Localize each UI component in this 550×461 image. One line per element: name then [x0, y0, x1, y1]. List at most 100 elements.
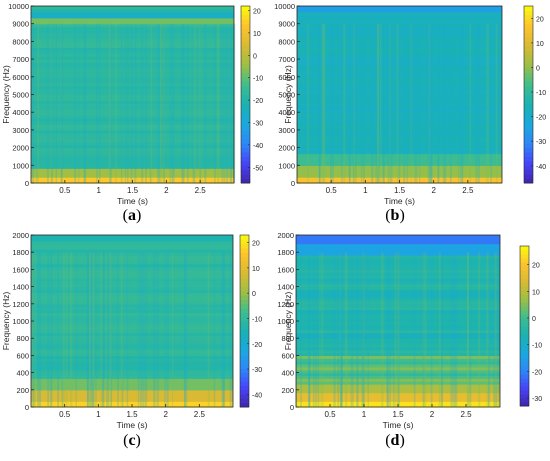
spectrogram-band [31, 389, 233, 394]
spectrogram-streak [469, 252, 472, 407]
spectrogram-streak [199, 23, 201, 184]
spectrogram-band [297, 79, 502, 84]
spectrogram-streak [51, 23, 54, 184]
spectrogram-streak [159, 23, 162, 184]
spectrogram-streak [387, 23, 390, 184]
colorbar-segment [524, 67, 533, 73]
spectrogram-streak [410, 23, 412, 184]
spectrogram-band [31, 38, 234, 42]
colorbar-frame [239, 234, 250, 408]
colorbar-segment [520, 358, 529, 363]
spectrogram-streak [349, 23, 351, 184]
spectrogram-band [297, 41, 502, 45]
spectrogram-band [31, 372, 233, 377]
colorbar-tick-label: 20 [252, 241, 260, 248]
colorbar-segment [240, 394, 249, 399]
colorbar-segment [524, 138, 533, 144]
spectrogram-streak [222, 23, 224, 184]
spectrogram-streak [330, 23, 332, 184]
spectrogram-band [297, 115, 502, 119]
colorbar-segment [240, 235, 249, 240]
spectrogram-streak [307, 252, 310, 407]
colorbar-segment [524, 160, 533, 166]
y-tick-label: 1600 [277, 265, 294, 274]
spectrogram-streak [386, 252, 389, 407]
y-tick-label: 3000 [278, 126, 295, 135]
spectrogram-band [31, 26, 234, 31]
spectrogram-band [296, 318, 500, 322]
colorbar-segment [240, 308, 249, 313]
spectrogram-band [31, 361, 233, 365]
spectrogram-band [296, 243, 500, 248]
colorbar-segment [520, 402, 529, 407]
spectrogram-streak [122, 252, 124, 407]
spectrogram-streak [350, 252, 353, 407]
spectrogram-band [31, 346, 233, 351]
spectrogram-streak [108, 23, 111, 184]
spectrogram-band [296, 352, 500, 356]
spectrogram-band [296, 323, 500, 328]
spectrogram-streak [98, 23, 101, 184]
spectrogram-streak [416, 23, 418, 184]
spectrogram-band [31, 168, 234, 172]
colorbar-segment [240, 372, 249, 378]
spectrogram-band [296, 235, 500, 239]
spectrogram-band [31, 298, 233, 302]
spectrogram-band [31, 286, 233, 291]
colorbar-segment [240, 346, 249, 352]
colorbar-frame [519, 245, 530, 407]
spectrogram-band [31, 177, 234, 181]
spectrogram-streak [397, 252, 400, 407]
spectrogram-streak [134, 23, 137, 184]
colorbar-segment [520, 250, 529, 255]
colorbar-segment [524, 94, 533, 100]
colorbar-segment [240, 329, 249, 335]
colorbar-segment [524, 174, 533, 180]
x-tick-label: 0.5 [326, 186, 338, 195]
spectrogram-band [297, 20, 502, 25]
spectrogram-streak [362, 23, 365, 184]
colorbar-tick-label: 10 [253, 31, 261, 38]
colorbar-segment [240, 273, 249, 279]
spectrogram-band [31, 44, 234, 48]
colorbar-tick-label: 20 [532, 263, 540, 270]
spectrogram-band [31, 255, 233, 259]
spectrogram-band [31, 318, 233, 322]
spectrogram-band [296, 375, 500, 379]
spectrogram-band [31, 153, 234, 158]
colorbar-tick-label: 20 [536, 16, 544, 23]
spectrogram-streak [389, 252, 392, 407]
spectrogram-streak [130, 23, 133, 184]
spectrogram-band [31, 249, 233, 253]
spectrogram-band [296, 395, 500, 399]
spectrogram-streak [166, 252, 169, 407]
colorbar-segment [520, 254, 529, 259]
spectrogram-streak [437, 23, 439, 184]
y-tick-label: 2000 [12, 231, 29, 240]
x-tick-label: 2.5 [194, 410, 206, 419]
spectrogram-streak [207, 252, 210, 407]
y-tick-label: 8000 [12, 37, 29, 46]
spectrogram-band [31, 312, 233, 316]
spectrogram-streak [333, 252, 336, 407]
spectrogram-streak [318, 23, 321, 184]
y-tick-label: 1400 [277, 283, 294, 292]
colorbar-segment [240, 316, 249, 322]
spectrogram-streak [340, 252, 342, 407]
spectrogram-streak [49, 252, 52, 407]
spectrogram-streak [424, 252, 427, 407]
colorbar-segment [240, 260, 249, 266]
spectrogram-band [296, 389, 500, 394]
spectrogram-band [296, 269, 500, 273]
spectrogram-band [296, 246, 500, 250]
spectrogram-band [296, 338, 500, 342]
spectrogram-band [31, 70, 234, 75]
spectrogram-streak [55, 23, 58, 184]
spectrogram-streak [460, 23, 463, 184]
colorbar-segment [524, 81, 533, 87]
spectrogram-streak [478, 252, 481, 407]
colorbar-tick-label: -30 [253, 121, 263, 128]
colorbar-segment [241, 174, 250, 180]
spectrogram-streak [142, 252, 145, 407]
spectrogram-band [31, 8, 234, 13]
